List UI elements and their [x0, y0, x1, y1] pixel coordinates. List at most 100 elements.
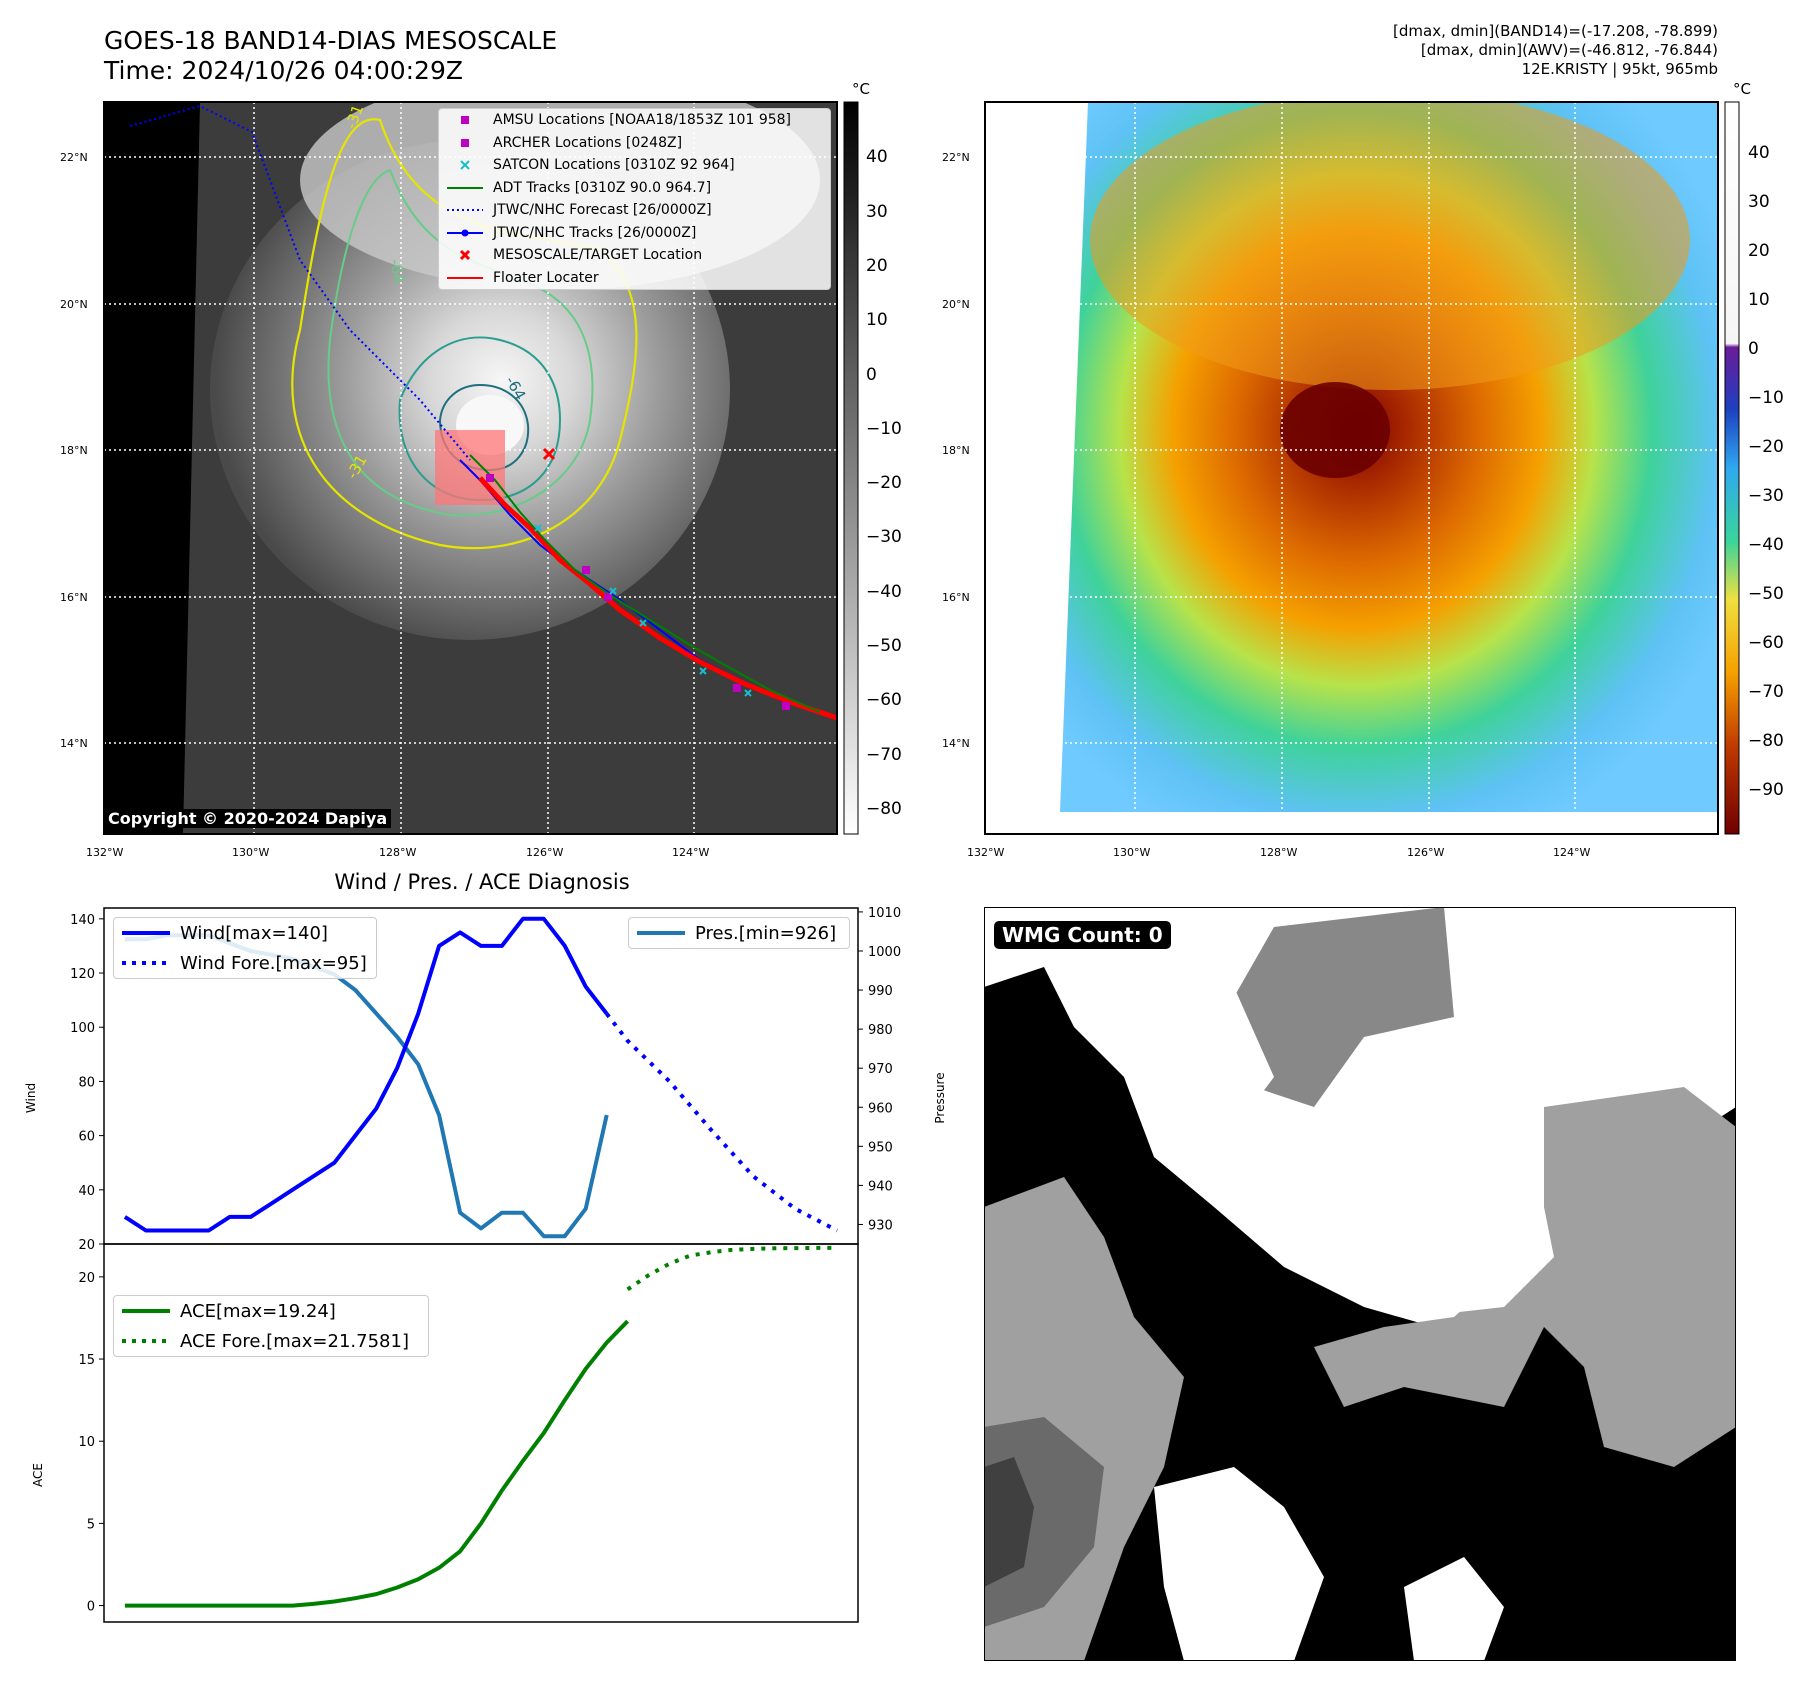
- line-icon: [122, 931, 170, 935]
- legend-label: ACE[max=19.24]: [180, 1300, 336, 1322]
- left-map-legend: AMSU Locations [NOAA18/1853Z 101 958] AR…: [438, 108, 831, 290]
- colorbar-tick: 40: [866, 147, 888, 167]
- lon-label: 126°W: [1407, 846, 1444, 859]
- wmg-white-region: [1114, 947, 1554, 1317]
- colorbar-tick: −50: [1748, 584, 1784, 604]
- lon-label: 130°W: [1113, 846, 1150, 859]
- contour-green: [327, 168, 594, 517]
- lat-label: 20°N: [60, 298, 88, 311]
- wind-legend: Wind[max=140] Wind Fore.[max=95]: [113, 917, 377, 979]
- lat-label: 22°N: [942, 151, 970, 164]
- legend-label: Floater Locater: [493, 269, 599, 286]
- wind-tick-label: 60: [78, 1130, 95, 1145]
- right-map-svg: 22°N 20°N 18°N 16°N 14°N 132°W 130°W 128…: [942, 80, 1784, 859]
- left-colorbar: [843, 101, 859, 835]
- awv-dmax-dmin-line: [dmax, dmin](AWV)=(-46.812, -76.844): [1420, 41, 1718, 59]
- left-map-nodata-area: [104, 102, 200, 834]
- wind-tick-label: 120: [70, 967, 95, 982]
- colorbar-tick: 10: [866, 310, 888, 330]
- lon-label: 132°W: [86, 846, 123, 859]
- lon-label: 128°W: [379, 846, 416, 859]
- legend-item: ACE Fore.[max=21.7581]: [114, 1326, 428, 1356]
- legend-item: JTWC/NHC Tracks [26/0000Z]: [439, 222, 830, 245]
- right-colorbar-unit: °C: [1733, 80, 1751, 98]
- lon-label: 126°W: [526, 846, 563, 859]
- x-marker-icon: [460, 160, 470, 170]
- pressure-tick-label: 940: [868, 1179, 893, 1194]
- legend-label: MESOSCALE/TARGET Location: [493, 247, 703, 264]
- square-marker-icon: [461, 138, 469, 147]
- amsu-markers: [486, 474, 790, 710]
- figure-title-line-2: Time: 2024/10/26 04:00:29Z: [104, 56, 463, 85]
- pressure-tick-label: 950: [868, 1140, 893, 1155]
- pressure-tick-label: 990: [868, 984, 893, 999]
- lat-label: 22°N: [60, 151, 88, 164]
- pressure-legend: Pres.[min=926]: [628, 917, 850, 949]
- square-marker-icon: [461, 116, 469, 125]
- lon-label: 124°W: [672, 846, 709, 859]
- ace-tick-label: 5: [87, 1517, 95, 1532]
- dotted-line-icon: [447, 209, 483, 212]
- line-icon: [122, 1309, 170, 1313]
- contour-yellow: [291, 118, 638, 550]
- right-map-frame: [984, 101, 1719, 835]
- lat-label: 16°N: [60, 591, 88, 604]
- colorbar-tick: −80: [1748, 731, 1784, 751]
- colorbar-tick: 30: [1748, 192, 1770, 212]
- wmg-white-region-bottom: [1154, 1467, 1324, 1661]
- pressure-axis-ticks: 930 940 950 960 970 980 990 1000 1010: [858, 906, 901, 1233]
- contour-label: -64: [386, 258, 408, 285]
- legend-label: Pres.[min=926]: [695, 922, 837, 944]
- legend-label: ARCHER Locations [0248Z]: [493, 134, 683, 151]
- colorbar-tick: −40: [1748, 535, 1784, 555]
- chart-title: Wind / Pres. / ACE Diagnosis: [334, 870, 629, 894]
- colorbar-tick: −20: [1748, 437, 1784, 457]
- left-map-axis-labels: 22°N 20°N 18°N 16°N 14°N 132°W 130°W 128…: [60, 151, 709, 859]
- pressure-tick-label: 970: [868, 1062, 893, 1077]
- lat-label: 20°N: [942, 298, 970, 311]
- colorbar-tick: −70: [866, 745, 902, 765]
- wmg-white-region-bottom-right: [1404, 1557, 1504, 1661]
- left-colorbar-ticks: 40 30 20 10 0 −10 −20 −30 −40 −50 −60 −7…: [866, 147, 902, 819]
- wmg-panel-svg: [984, 907, 1736, 1661]
- left-colorbar-unit: °C: [852, 80, 870, 98]
- pressure-tick-label: 980: [868, 1023, 893, 1038]
- colorbar-tick: 20: [1748, 241, 1770, 261]
- lat-label: 18°N: [60, 444, 88, 457]
- ace-forecast-line: [626, 1245, 838, 1292]
- colorbar-tick: 30: [866, 202, 888, 222]
- line-dot-icon: [447, 229, 483, 237]
- ace-axis-ticks: 0 5 10 15 20: [78, 1271, 104, 1615]
- colorbar-tick: 20: [866, 256, 888, 276]
- x-marker-icon: [459, 250, 471, 261]
- legend-label: Wind Fore.[max=95]: [180, 952, 367, 974]
- legend-label: ACE Fore.[max=21.7581]: [180, 1330, 409, 1352]
- legend-label: ADT Tracks [0310Z 90.0 964.7]: [493, 179, 712, 196]
- colorbar-tick: 10: [1748, 290, 1770, 310]
- colorbar-tick: −90: [1748, 780, 1784, 800]
- wind-tick-label: 80: [78, 1075, 95, 1090]
- diagnosis-chart-svg: Wind / Pres. / ACE Diagnosis Wind Pressu…: [24, 870, 947, 1623]
- colorbar-tick: −60: [1748, 633, 1784, 653]
- wind-forecast-line: [605, 1012, 839, 1233]
- lat-label: 14°N: [60, 737, 88, 750]
- copyright-label: Copyright © 2020-2024 Dapiya: [104, 809, 392, 828]
- wind-axis-ticks: 20 40 60 80 100 120 140: [70, 913, 104, 1253]
- legend-label: JTWC/NHC Forecast [26/0000Z]: [493, 202, 712, 219]
- legend-item: Floater Locater: [439, 267, 830, 290]
- lon-label: 132°W: [967, 846, 1004, 859]
- pressure-tick-label: 1010: [868, 906, 901, 921]
- wind-tick-label: 40: [78, 1184, 95, 1199]
- legend-label: Wind[max=140]: [180, 922, 328, 944]
- ace-tick-label: 15: [78, 1353, 95, 1368]
- left-map-frame: [103, 101, 838, 835]
- colorbar-tick: 0: [1748, 339, 1759, 359]
- pressure-tick-label: 960: [868, 1101, 893, 1116]
- wmg-grey-region-top: [1234, 907, 1454, 1107]
- right-map-axis-labels: 22°N 20°N 18°N 16°N 14°N 132°W 130°W 128…: [942, 151, 1590, 859]
- legend-item: Pres.[min=926]: [629, 918, 849, 948]
- ace-legend: ACE[max=19.24] ACE Fore.[max=21.7581]: [113, 1295, 429, 1357]
- legend-label: SATCON Locations [0310Z 92 964]: [493, 157, 735, 174]
- satcon-markers: [534, 524, 752, 697]
- storm-info-line: 12E.KRISTY | 95kt, 965mb: [1521, 60, 1718, 78]
